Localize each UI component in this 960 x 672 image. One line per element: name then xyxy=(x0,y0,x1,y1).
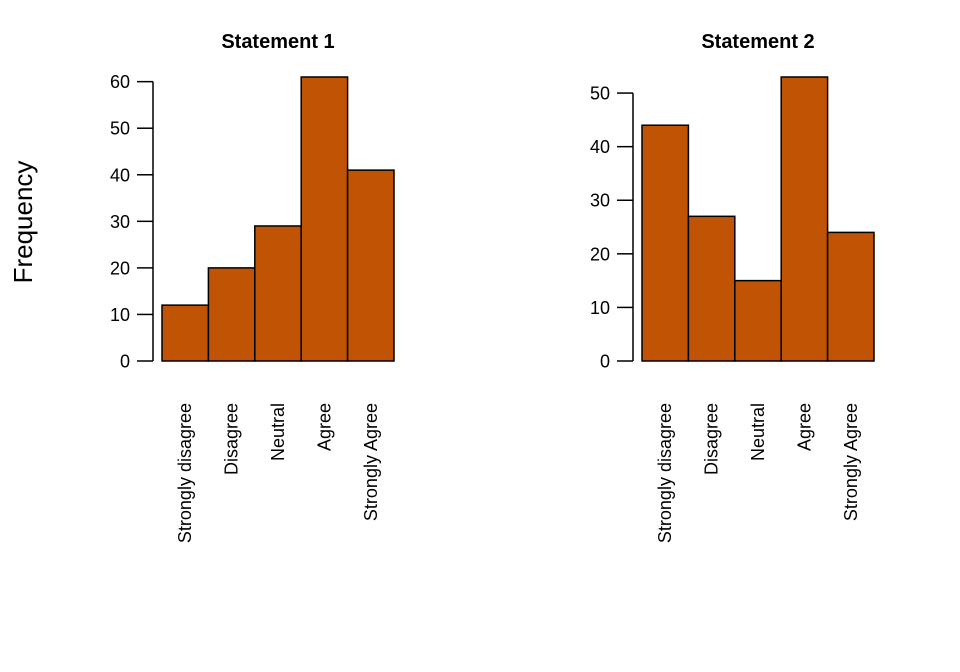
y-tick-label: 40 xyxy=(110,165,130,185)
y-tick-label: 60 xyxy=(110,72,130,92)
bar-disagree xyxy=(207,267,256,362)
bar-neutral xyxy=(254,225,302,362)
category-label: Strongly Agree xyxy=(841,403,861,521)
bar-strongly-agree xyxy=(346,169,395,362)
y-tick-label: 0 xyxy=(120,352,130,372)
y-tick-label: 50 xyxy=(590,84,610,104)
bar-disagree xyxy=(687,215,736,362)
chart-title: Statement 2 xyxy=(701,31,814,53)
category-label: Strongly Agree xyxy=(361,403,381,521)
bar-agree xyxy=(300,76,349,362)
y-tick-label: 30 xyxy=(110,212,130,232)
bar-neutral xyxy=(734,279,782,362)
chart-statement-1: Statement 1 0 10 20 30 40 50 60 Strongly disagre… xyxy=(110,31,395,543)
y-tick-label: 10 xyxy=(110,305,130,325)
chart-statement-2: Statement 2 0 10 20 30 40 50 Strongly disagree D… xyxy=(590,31,875,543)
bar-strongly-agree xyxy=(826,231,875,362)
y-tick-label: 10 xyxy=(590,298,610,318)
category-label: Strongly disagree xyxy=(175,403,195,543)
y-tick-label: 0 xyxy=(600,352,610,372)
bar-strongly-disagree xyxy=(641,124,690,362)
chart-title: Statement 1 xyxy=(221,31,334,53)
category-label: Neutral xyxy=(268,403,288,461)
y-tick-label: 40 xyxy=(590,137,610,157)
category-label: Neutral xyxy=(748,403,768,461)
category-label: Agree xyxy=(314,403,334,451)
category-label: Disagree xyxy=(702,403,722,475)
category-label: Agree xyxy=(794,403,814,451)
bar-agree xyxy=(780,76,829,362)
bar-strongly-disagree xyxy=(161,304,210,362)
category-label: Strongly disagree xyxy=(655,403,675,543)
category-label: Disagree xyxy=(222,403,242,475)
y-tick-label: 20 xyxy=(590,244,610,264)
y-tick-label: 50 xyxy=(110,119,130,139)
y-tick-label: 20 xyxy=(110,258,130,278)
y-axis-label: Frequency xyxy=(8,161,38,284)
y-tick-label: 30 xyxy=(590,191,610,211)
